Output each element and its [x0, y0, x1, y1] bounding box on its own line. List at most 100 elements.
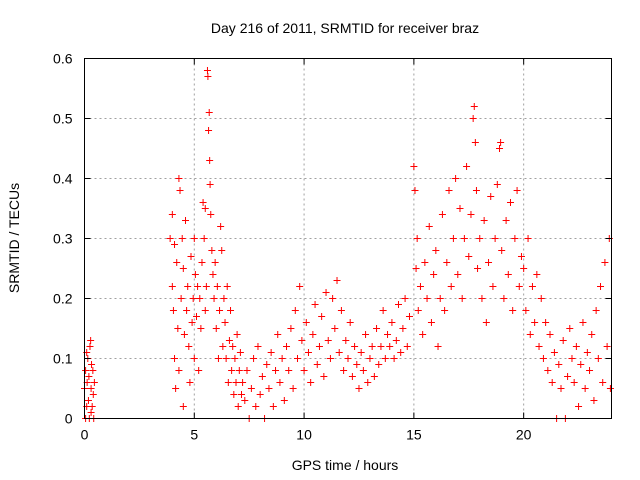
data-point — [335, 349, 343, 356]
data-point — [205, 109, 213, 116]
data-point — [413, 235, 421, 242]
data-point — [230, 391, 238, 398]
data-point — [467, 211, 475, 218]
data-point — [583, 349, 591, 356]
data-point — [322, 289, 330, 296]
data-point — [291, 307, 299, 314]
data-point — [302, 319, 310, 326]
data-point — [568, 355, 576, 362]
data-point — [368, 343, 376, 350]
data-point — [515, 283, 523, 290]
data-point — [311, 301, 319, 308]
data-point — [87, 385, 95, 392]
data-point — [570, 379, 578, 386]
data-point — [304, 349, 312, 356]
data-point — [594, 355, 602, 362]
data-point — [533, 271, 541, 278]
data-point — [559, 337, 567, 344]
data-point — [423, 295, 431, 302]
data-point — [346, 319, 354, 326]
data-point — [289, 385, 297, 392]
data-point — [575, 403, 583, 410]
data-point — [421, 259, 429, 266]
data-point — [188, 319, 196, 326]
data-point — [606, 385, 614, 392]
data-point — [258, 373, 266, 380]
data-point — [465, 253, 473, 260]
data-point — [208, 247, 216, 254]
y-tick-label: 0.6 — [53, 51, 73, 67]
data-point — [438, 211, 446, 218]
data-point — [171, 355, 179, 362]
data-point — [254, 343, 262, 350]
data-point — [223, 283, 231, 290]
data-point — [190, 355, 198, 362]
data-point — [544, 367, 552, 374]
data-point — [364, 379, 372, 386]
data-point — [504, 271, 512, 278]
y-tick-label: 0 — [65, 411, 73, 427]
y-tick-label: 0.1 — [53, 351, 73, 367]
data-point — [326, 355, 334, 362]
data-point — [427, 319, 435, 326]
data-point — [373, 325, 381, 332]
data-point — [460, 235, 468, 242]
data-point — [511, 235, 519, 242]
data-point — [247, 385, 255, 392]
data-point — [198, 259, 206, 266]
data-point — [87, 337, 95, 344]
data-point — [331, 325, 339, 332]
data-point — [216, 307, 224, 314]
data-point — [454, 271, 462, 278]
y-axis-title: SRMTID / TECUs — [6, 183, 22, 293]
data-point — [190, 235, 198, 242]
data-point — [572, 343, 580, 350]
data-point — [522, 307, 530, 314]
data-point — [236, 349, 244, 356]
data-point — [175, 175, 183, 182]
data-point — [184, 283, 192, 290]
data-point — [401, 295, 409, 302]
data-point — [566, 325, 574, 332]
data-point — [234, 403, 242, 410]
data-point — [520, 265, 528, 272]
data-point — [375, 361, 383, 368]
data-point — [390, 355, 398, 362]
data-point — [227, 307, 235, 314]
data-point — [564, 373, 572, 380]
data-point — [212, 325, 220, 332]
data-point — [355, 385, 363, 392]
data-point — [243, 367, 251, 374]
data-point — [197, 325, 205, 332]
data-point — [278, 355, 286, 362]
chart-title: Day 216 of 2011, SRMTID for receiver bra… — [211, 20, 479, 36]
data-point — [333, 277, 341, 284]
data-point — [537, 295, 545, 302]
data-point — [509, 307, 517, 314]
data-point — [579, 319, 587, 326]
data-point — [196, 295, 204, 302]
data-point — [307, 379, 315, 386]
data-point — [472, 187, 480, 194]
data-point — [487, 193, 495, 200]
data-point — [201, 307, 209, 314]
data-point — [173, 259, 181, 266]
data-point — [195, 367, 203, 374]
data-point — [232, 379, 240, 386]
data-point — [480, 217, 488, 224]
data-point — [192, 313, 200, 320]
data-point — [517, 253, 525, 260]
data-point — [430, 271, 438, 278]
data-point — [410, 163, 418, 170]
data-point — [432, 247, 440, 254]
data-point — [176, 187, 184, 194]
x-tick-label: 15 — [406, 427, 422, 443]
data-point — [175, 367, 183, 374]
data-point — [169, 307, 177, 314]
data-point — [179, 265, 187, 272]
data-point — [386, 343, 394, 350]
data-point — [313, 361, 321, 368]
data-point — [447, 283, 455, 290]
data-point — [209, 271, 217, 278]
data-point — [287, 325, 295, 332]
